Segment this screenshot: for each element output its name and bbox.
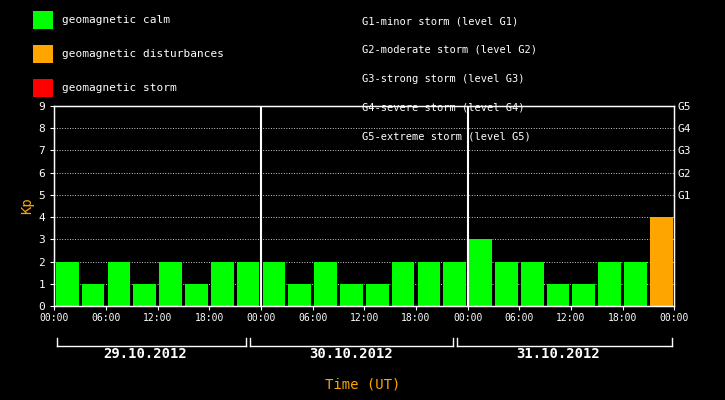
Bar: [133, 284, 156, 306]
Text: G3-strong storm (level G3): G3-strong storm (level G3): [362, 74, 525, 84]
Bar: [262, 262, 285, 306]
Bar: [650, 217, 673, 306]
Bar: [340, 284, 362, 306]
Bar: [82, 284, 104, 306]
Text: geomagnetic storm: geomagnetic storm: [62, 83, 176, 93]
Bar: [211, 262, 233, 306]
Bar: [392, 262, 415, 306]
Bar: [573, 284, 595, 306]
Text: 30.10.2012: 30.10.2012: [310, 347, 393, 361]
Text: geomagnetic disturbances: geomagnetic disturbances: [62, 49, 223, 59]
Text: G1-minor storm (level G1): G1-minor storm (level G1): [362, 16, 519, 26]
Text: Time (UT): Time (UT): [325, 378, 400, 392]
Bar: [56, 262, 78, 306]
Bar: [160, 262, 182, 306]
Bar: [521, 262, 544, 306]
Text: geomagnetic calm: geomagnetic calm: [62, 15, 170, 25]
Bar: [185, 284, 208, 306]
Bar: [547, 284, 569, 306]
Text: 29.10.2012: 29.10.2012: [103, 347, 186, 361]
Text: 31.10.2012: 31.10.2012: [516, 347, 600, 361]
Bar: [495, 262, 518, 306]
Bar: [469, 239, 492, 306]
Bar: [237, 262, 260, 306]
Text: G2-moderate storm (level G2): G2-moderate storm (level G2): [362, 45, 537, 55]
Bar: [107, 262, 130, 306]
Bar: [289, 284, 311, 306]
Bar: [444, 262, 466, 306]
Bar: [418, 262, 440, 306]
Y-axis label: Kp: Kp: [20, 198, 34, 214]
Bar: [598, 262, 621, 306]
Text: G4-severe storm (level G4): G4-severe storm (level G4): [362, 102, 525, 112]
Bar: [624, 262, 647, 306]
Bar: [366, 284, 389, 306]
Text: G5-extreme storm (level G5): G5-extreme storm (level G5): [362, 131, 531, 141]
Bar: [314, 262, 337, 306]
